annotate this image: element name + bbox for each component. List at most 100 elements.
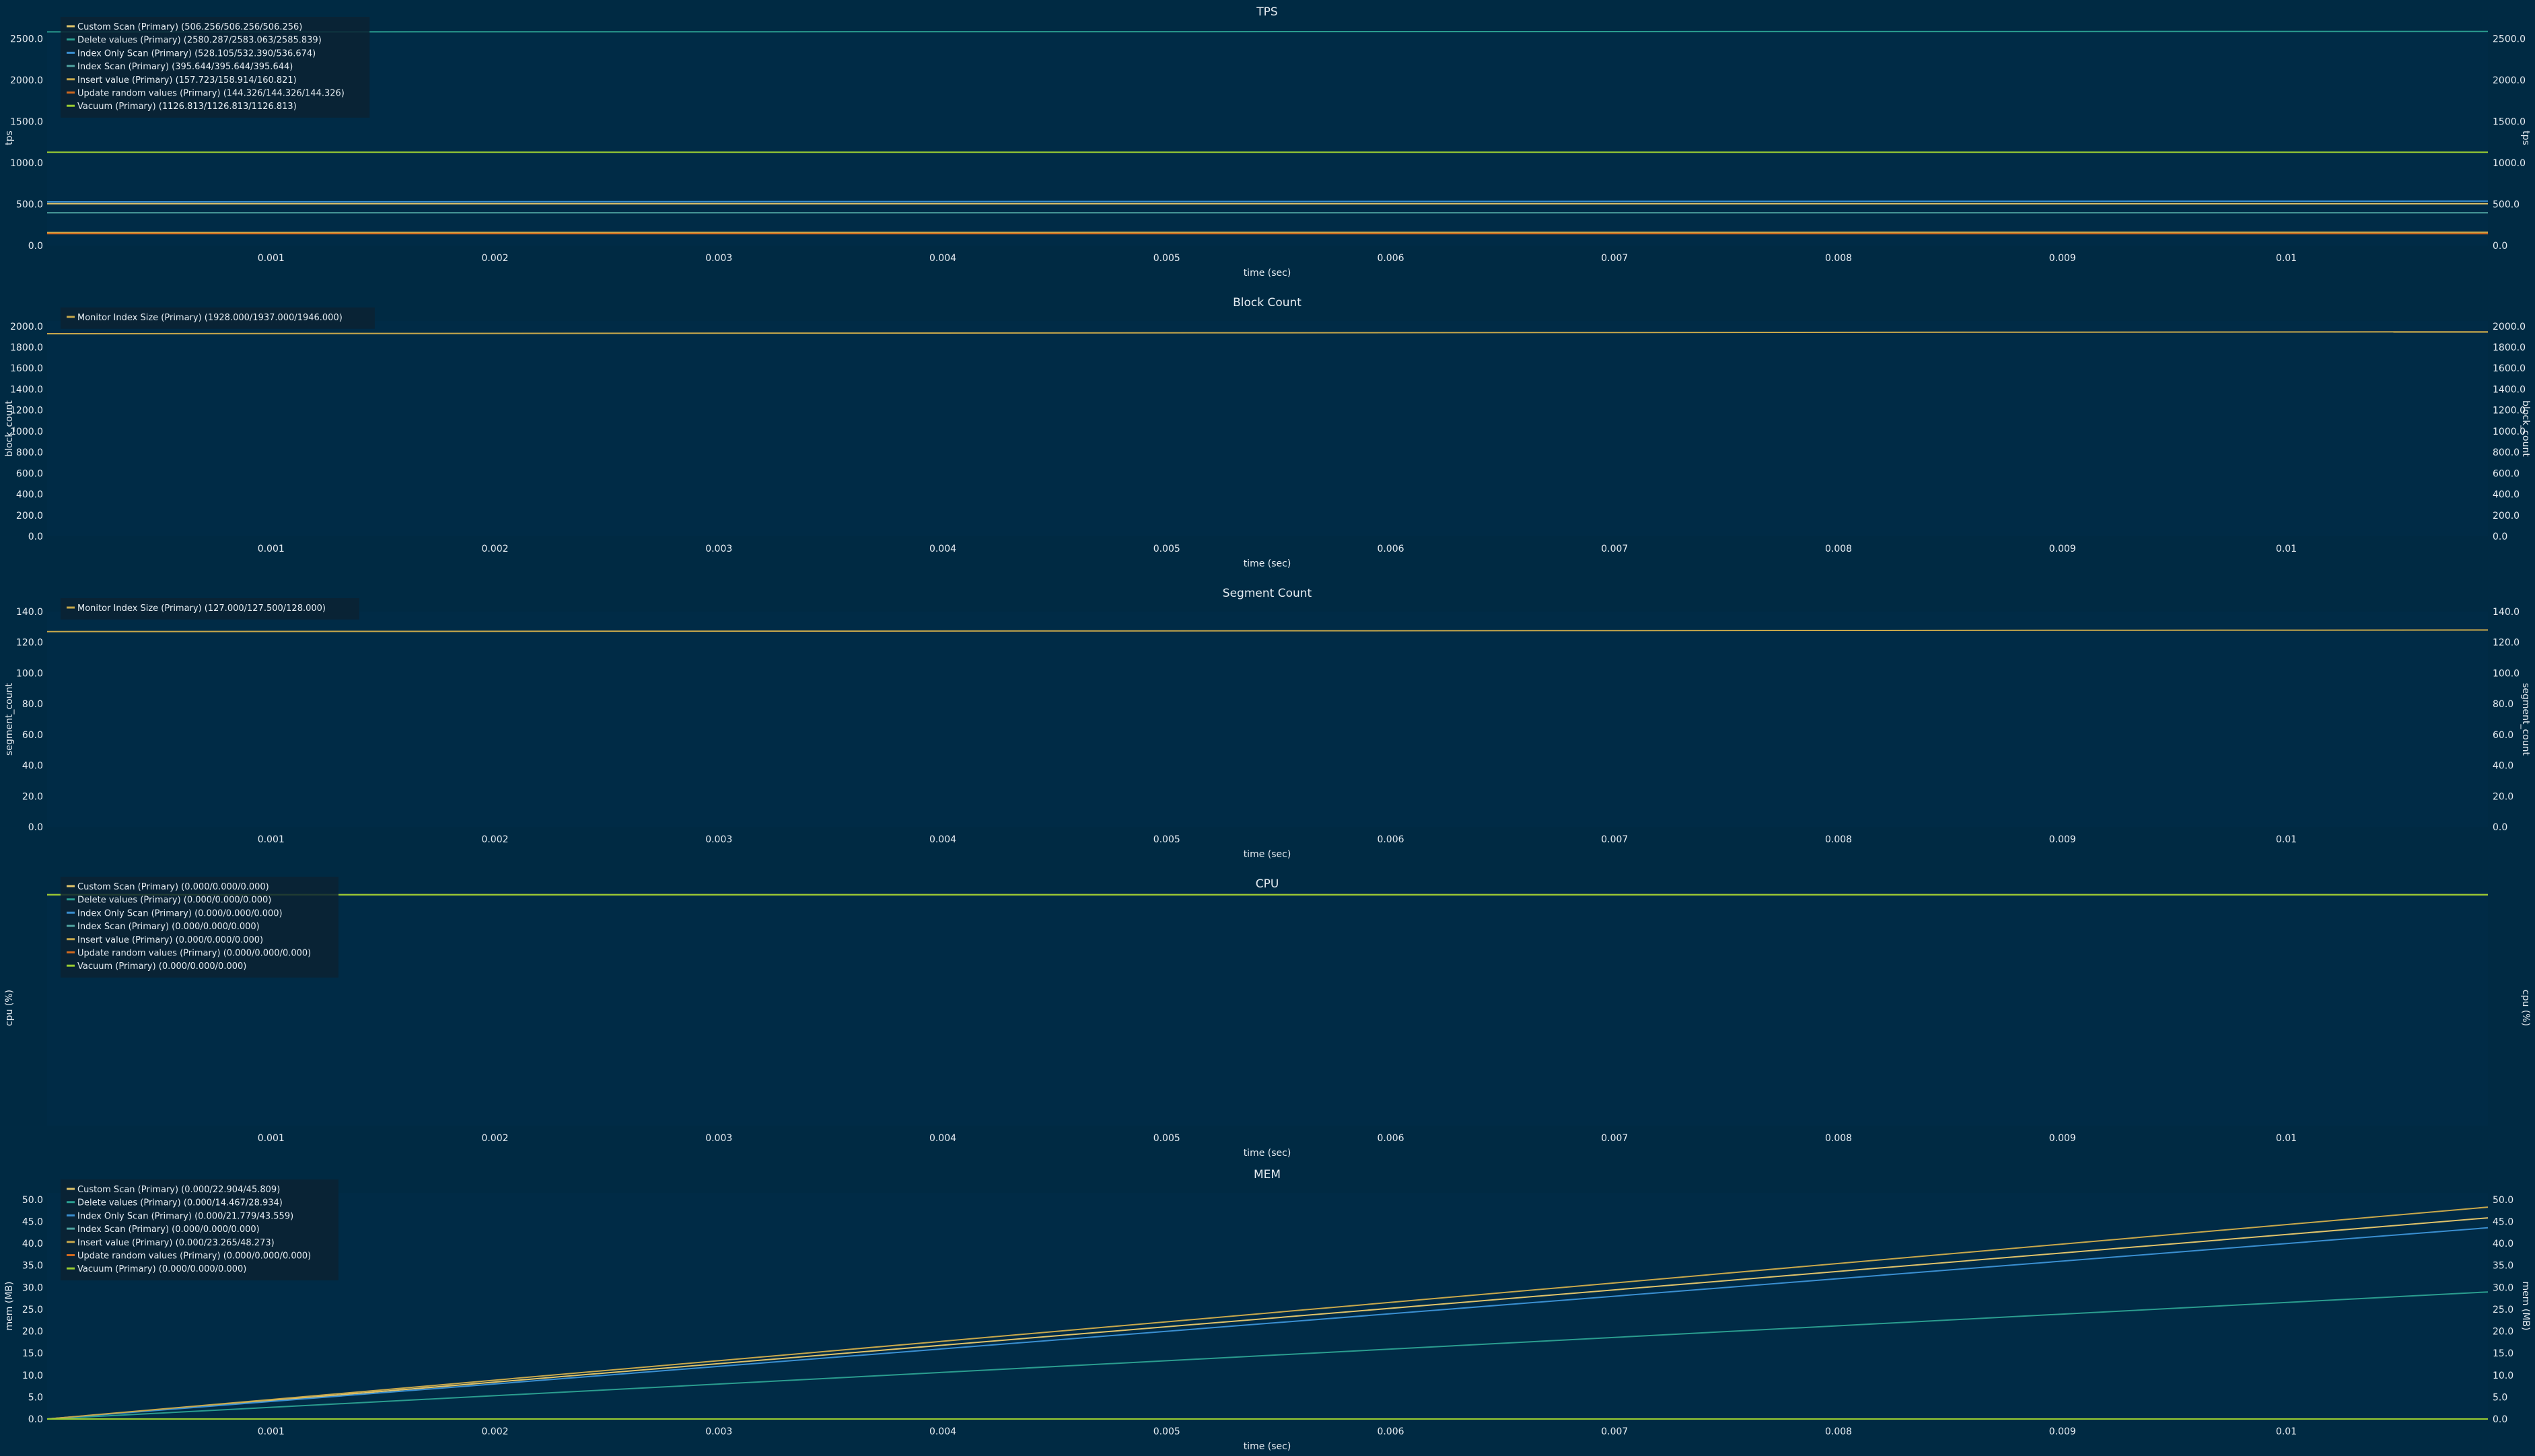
- x-tick-label: 0.002: [481, 1426, 508, 1437]
- x-tick-label: 0.006: [1377, 544, 1404, 554]
- y-tick-label: 1000.0: [10, 427, 43, 437]
- plot-area: [47, 612, 2488, 827]
- y-tick-label: 40.0: [22, 761, 43, 772]
- y-tick-label-right: 30.0: [2493, 1282, 2513, 1293]
- y-tick-label: 10.0: [22, 1371, 43, 1381]
- chart-title: Segment Count: [1223, 587, 1312, 600]
- y-tick-label-right: 45.0: [2493, 1216, 2513, 1227]
- y-tick-label: 1400.0: [10, 384, 43, 395]
- x-tick-label: 0.005: [1153, 1133, 1180, 1144]
- y-tick-label: 1000.0: [10, 158, 43, 169]
- y-tick-label-right: 1500.0: [2493, 116, 2526, 127]
- legend-entry: Monitor Index Size (Primary) (1928.000/1…: [77, 313, 343, 323]
- x-tick-label: 0.008: [1825, 1426, 1852, 1437]
- y-tick-label-right: 35.0: [2493, 1261, 2513, 1272]
- x-tick-label: 0.005: [1153, 253, 1180, 264]
- y-tick-label: 20.0: [22, 1327, 43, 1338]
- chart-title: CPU: [1256, 877, 1279, 891]
- x-tick-label: 0.002: [481, 834, 508, 845]
- y-tick-label-right: 1600.0: [2493, 363, 2526, 374]
- y-tick-label: 5.0: [28, 1392, 43, 1403]
- legend-entry: Index Only Scan (Primary) (0.000/21.779/…: [77, 1211, 293, 1221]
- legend-entry: Index Only Scan (Primary) (0.000/0.000/0…: [77, 908, 283, 918]
- y-tick-label: 0.0: [28, 532, 43, 542]
- y-tick-label-right: 20.0: [2493, 1327, 2513, 1338]
- x-tick-label: 0.01: [2276, 834, 2297, 845]
- y-tick-label-right: 80.0: [2493, 699, 2513, 710]
- y-tick-label-right: 120.0: [2493, 638, 2520, 649]
- y-tick-label-right: 1400.0: [2493, 384, 2526, 395]
- legend-entry: Delete values (Primary) (2580.287/2583.0…: [77, 36, 322, 46]
- y-tick-label: 2000.0: [10, 75, 43, 86]
- x-tick-label: 0.004: [929, 834, 956, 845]
- x-axis-label: time (sec): [1244, 558, 1291, 569]
- y-tick-label: 25.0: [22, 1305, 43, 1315]
- legend-entry: Insert value (Primary) (0.000/23.265/48.…: [77, 1238, 275, 1248]
- legend: Custom Scan (Primary) (0.000/22.904/45.8…: [61, 1179, 338, 1280]
- y-tick-label-right: 0.0: [2493, 1414, 2507, 1425]
- x-tick-label: 0.001: [258, 253, 285, 264]
- y-tick-label: 1800.0: [10, 342, 43, 353]
- legend-entry: Vacuum (Primary) (0.000/0.000/0.000): [77, 961, 246, 972]
- y-tick-label-right: 140.0: [2493, 607, 2520, 618]
- x-tick-label: 0.001: [258, 544, 285, 554]
- legend-entry: Custom Scan (Primary) (0.000/22.904/45.8…: [77, 1185, 280, 1195]
- x-tick-label: 0.01: [2276, 253, 2297, 264]
- legend-entry: Update random values (Primary) (0.000/0.…: [77, 1251, 311, 1262]
- x-tick-label: 0.004: [929, 544, 956, 554]
- y-axis-label: tps: [4, 131, 15, 145]
- y-tick-label: 40.0: [22, 1239, 43, 1249]
- x-tick-label: 0.007: [1601, 1133, 1628, 1144]
- x-axis-label: time (sec): [1244, 268, 1291, 279]
- y-tick-label: 600.0: [16, 468, 43, 479]
- x-axis-label: time (sec): [1244, 849, 1291, 860]
- y-tick-label-right: 2000.0: [2493, 322, 2526, 332]
- y-tick-label-right: 5.0: [2493, 1392, 2507, 1403]
- x-tick-label: 0.007: [1601, 253, 1628, 264]
- y-tick-label: 0.0: [28, 1414, 43, 1425]
- y-tick-label-right: 60.0: [2493, 730, 2513, 741]
- y-tick-label: 50.0: [22, 1195, 43, 1206]
- x-tick-label: 0.005: [1153, 834, 1180, 845]
- y-tick-label: 2000.0: [10, 322, 43, 332]
- x-tick-label: 0.006: [1377, 253, 1404, 264]
- y-tick-label: 400.0: [16, 490, 43, 501]
- legend-entry: Insert value (Primary) (157.723/158.914/…: [77, 75, 297, 85]
- y-tick-label: 1600.0: [10, 363, 43, 374]
- x-tick-label: 0.003: [705, 834, 732, 845]
- x-tick-label: 0.002: [481, 544, 508, 554]
- x-tick-label: 0.004: [929, 253, 956, 264]
- legend: Monitor Index Size (Primary) (127.000/12…: [61, 598, 359, 620]
- y-tick-label-right: 100.0: [2493, 668, 2520, 679]
- legend-entry: Index Scan (Primary) (395.644/395.644/39…: [77, 62, 293, 72]
- x-tick-label: 0.009: [2049, 834, 2076, 845]
- chart-title: TPS: [1256, 5, 1277, 19]
- y-tick-label: 100.0: [16, 668, 43, 679]
- legend-entry: Update random values (Primary) (144.326/…: [77, 89, 345, 99]
- y-tick-label: 200.0: [16, 511, 43, 521]
- x-tick-label: 0.002: [481, 1133, 508, 1144]
- y-tick-label-right: 200.0: [2493, 511, 2520, 521]
- y-axis-label: block_count: [4, 400, 15, 457]
- x-tick-label: 0.01: [2276, 544, 2297, 554]
- y-tick-label-right: 500.0: [2493, 199, 2520, 210]
- y-axis-label-right: block_count: [2520, 400, 2531, 457]
- legend-entry: Custom Scan (Primary) (506.256/506.256/5…: [77, 22, 302, 32]
- x-tick-label: 0.007: [1601, 544, 1628, 554]
- y-tick-label: 35.0: [22, 1261, 43, 1272]
- legend: Custom Scan (Primary) (506.256/506.256/5…: [61, 17, 369, 118]
- y-axis-label-right: tps: [2520, 131, 2531, 145]
- y-tick-label-right: 40.0: [2493, 1239, 2513, 1249]
- legend-entry: Index Scan (Primary) (0.000/0.000/0.000): [77, 922, 260, 932]
- x-tick-label: 0.005: [1153, 1426, 1180, 1437]
- x-tick-label: 0.008: [1825, 544, 1852, 554]
- y-tick-label-right: 10.0: [2493, 1371, 2513, 1381]
- y-tick-label: 120.0: [16, 638, 43, 649]
- x-tick-label: 0.003: [705, 253, 732, 264]
- y-tick-label: 60.0: [22, 730, 43, 741]
- chart-title: Block Count: [1233, 296, 1301, 310]
